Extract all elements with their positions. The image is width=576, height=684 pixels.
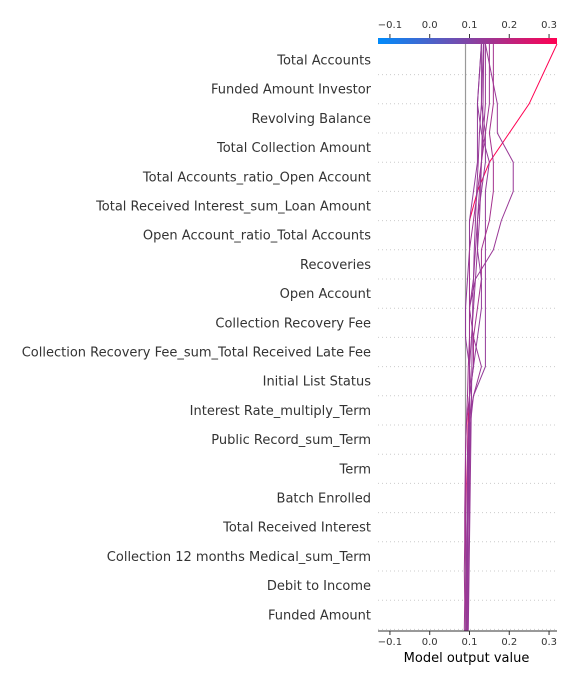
colorbar-tick-label: −0.1 xyxy=(378,20,402,31)
feature-label: Initial List Status xyxy=(263,375,372,390)
feature-label: Collection Recovery Fee_sum_Total Receiv… xyxy=(22,346,371,361)
colorbar-tick-label: 0.2 xyxy=(501,20,517,31)
x-axis: −0.1 0.0 0.1 0.2 0.3 xyxy=(378,630,557,648)
x-axis-ticks: −0.1 0.0 0.1 0.2 0.3 xyxy=(378,631,557,648)
feature-label: Total Collection Amount xyxy=(216,141,371,156)
colorbar-ticks: −0.1 0.0 0.1 0.2 0.3 xyxy=(378,20,557,38)
feature-label: Collection 12 months Medical_sum_Term xyxy=(107,550,371,565)
x-tick-label: 0.2 xyxy=(501,637,517,648)
x-tick-label: 0.3 xyxy=(541,637,557,648)
feature-label: Funded Amount xyxy=(268,608,371,623)
feature-label: Interest Rate_multiply_Term xyxy=(190,404,371,419)
colorbar-gradient xyxy=(378,38,557,44)
decision-line xyxy=(465,43,485,632)
colorbar-tick-label: 0.0 xyxy=(422,20,438,31)
feature-label: Total Received Interest xyxy=(222,521,371,536)
feature-label: Open Account xyxy=(280,287,371,302)
decision-lines xyxy=(463,43,558,632)
feature-label: Total Accounts_ratio_Open Account xyxy=(142,170,371,185)
colorbar-tick-label: 0.3 xyxy=(541,20,557,31)
feature-label: Term xyxy=(338,462,371,477)
x-tick-label: 0.1 xyxy=(462,637,478,648)
x-tick-label: 0.0 xyxy=(422,637,438,648)
feature-label: Batch Enrolled xyxy=(277,492,371,507)
feature-label: Open Account_ratio_Total Accounts xyxy=(143,229,371,244)
feature-label: Total Accounts xyxy=(276,54,371,69)
colorbar-tick-label: 0.1 xyxy=(462,20,478,31)
feature-labels: Total Accounts Funded Amount Investor Revo… xyxy=(22,54,372,624)
feature-label: Public Record_sum_Term xyxy=(211,433,371,448)
feature-label: Total Received Interest_sum_Loan Amount xyxy=(95,200,371,215)
decision-line xyxy=(463,44,490,632)
colorbar: −0.1 0.0 0.1 0.2 0.3 xyxy=(378,20,557,44)
feature-label: Revolving Balance xyxy=(252,112,371,127)
decision-line xyxy=(467,43,484,632)
feature-label: Debit to Income xyxy=(267,579,371,594)
feature-label: Funded Amount Investor xyxy=(211,83,372,98)
x-tick-label: −0.1 xyxy=(378,637,402,648)
x-axis-label: Model output value xyxy=(404,651,530,666)
feature-label: Recoveries xyxy=(300,258,371,273)
feature-label: Collection Recovery Fee xyxy=(215,316,371,331)
